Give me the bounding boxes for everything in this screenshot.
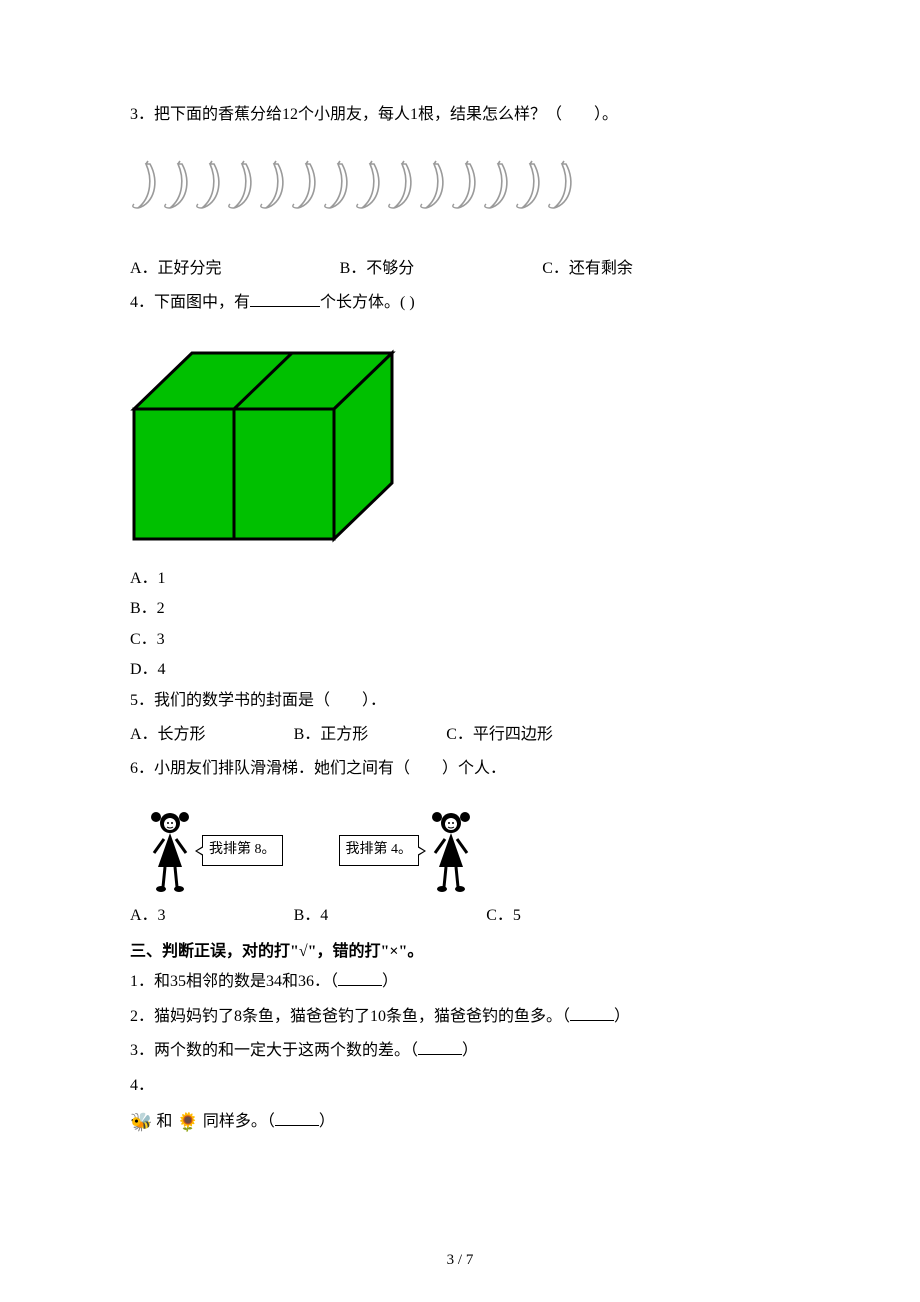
j4-blank bbox=[275, 1110, 319, 1126]
q5-opt-a: A．长方形 bbox=[130, 720, 206, 750]
judge-1: 1．和35相邻的数是34和36．（ ） bbox=[130, 967, 790, 997]
q3-opt-c: C．还有剩余 bbox=[542, 254, 633, 284]
bubble-right: 我排第 4。 bbox=[339, 835, 420, 866]
j2-text: 2．猫妈妈钓了8条鱼，猫爸爸钓了10条鱼，猫爸爸钓的鱼多。（ bbox=[130, 1008, 570, 1025]
kid-left: 我排第 8。 bbox=[146, 807, 283, 895]
q6-opt-b: B．4 bbox=[294, 901, 329, 931]
q3-options: A．正好分完 B．不够分 C．还有剩余 bbox=[130, 254, 790, 284]
q4-cuboid bbox=[130, 347, 790, 558]
q5-options: A．长方形 B．正方形 C．平行四边形 bbox=[130, 720, 790, 750]
judge-4-num: 4． bbox=[130, 1071, 790, 1101]
bubble-left: 我排第 8。 bbox=[202, 835, 283, 866]
q4-blank bbox=[250, 291, 320, 307]
kid-right: 我排第 4。 bbox=[339, 807, 476, 895]
q4-text-before: 4．下面图中，有 bbox=[130, 294, 250, 311]
j2-blank bbox=[570, 1005, 614, 1021]
j4-mid: 和 bbox=[156, 1113, 176, 1130]
q5-opt-b: B．正方形 bbox=[294, 720, 369, 750]
q6-options: A．3 B．4 C．5 bbox=[130, 901, 790, 931]
q5-opt-c: C．平行四边形 bbox=[446, 720, 553, 750]
j1-text: 1．和35相邻的数是34和36．（ bbox=[130, 973, 338, 990]
q3-opt-b: B．不够分 bbox=[340, 254, 415, 284]
judge-4: 🐝 和 🌻 同样多。（ ） bbox=[130, 1105, 790, 1139]
sun-icon: 🌻 bbox=[176, 1112, 198, 1132]
j2-end: ） bbox=[614, 1008, 630, 1025]
q4-text-after: 个长方体。( ) bbox=[320, 294, 415, 311]
q6-figure: 我排第 8。 我排第 4。 bbox=[146, 807, 790, 895]
bee-icon: 🐝 bbox=[130, 1112, 152, 1132]
j4-end: ） bbox=[319, 1113, 335, 1130]
judge-3: 3．两个数的和一定大于这两个数的差。（ ） bbox=[130, 1036, 790, 1066]
q5-text: 5．我们的数学书的封面是（ ）． bbox=[130, 686, 790, 716]
j1-end: ） bbox=[382, 973, 398, 990]
j3-text: 3．两个数的和一定大于这两个数的差。（ bbox=[130, 1042, 418, 1059]
q4-opt-b: B．2 bbox=[130, 594, 790, 624]
j3-blank bbox=[418, 1039, 462, 1055]
q3-opt-a: A．正好分完 bbox=[130, 254, 222, 284]
j3-end: ） bbox=[462, 1042, 478, 1059]
j4-after: 同样多。（ bbox=[203, 1113, 275, 1130]
q4-opt-d: D．4 bbox=[130, 655, 790, 685]
section3-title: 三、判断正误，对的打"√"，错的打"×"。 bbox=[130, 937, 790, 967]
judge-2: 2．猫妈妈钓了8条鱼，猫爸爸钓了10条鱼，猫爸爸钓的鱼多。（ ） bbox=[130, 1002, 790, 1032]
page-number: 3 / 7 bbox=[0, 1246, 920, 1275]
q6-text: 6．小朋友们排队滑滑梯．她们之间有（ ）个人． bbox=[130, 754, 790, 784]
q4-opt-c: C．3 bbox=[130, 625, 790, 655]
j1-blank bbox=[338, 970, 382, 986]
q3-text: 3．把下面的香蕉分给12个小朋友，每人1根，结果怎么样？（ ）。 bbox=[130, 100, 790, 130]
q6-opt-a: A．3 bbox=[130, 901, 166, 931]
q4-text: 4．下面图中，有 个长方体。( ) bbox=[130, 288, 790, 318]
q4-opt-a: A．1 bbox=[130, 564, 790, 594]
q6-opt-c: C．5 bbox=[486, 901, 521, 931]
q3-bananas bbox=[130, 160, 790, 225]
